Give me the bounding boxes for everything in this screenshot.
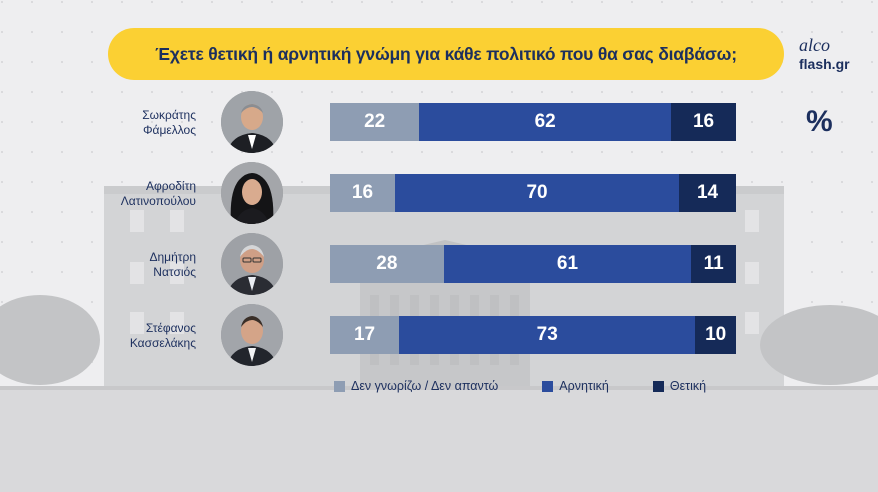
bar-segment-positive: 14: [679, 174, 736, 212]
politician-name: Δημήτρη Νατσιός: [92, 250, 196, 280]
chart-title: Έχετε θετική ή αρνητική γνώμη για κάθε π…: [108, 28, 784, 80]
brand-flash: flash.gr: [799, 56, 850, 72]
name-line-1: Αφροδίτη: [145, 179, 196, 193]
bar-segment-positive: 10: [695, 316, 736, 354]
stacked-bar-row: 17 73 10: [330, 316, 736, 354]
legend-label: Θετική: [669, 379, 707, 393]
stacked-bar-row: 28 61 11: [330, 245, 736, 283]
bar-segment-positive: 11: [691, 245, 736, 283]
politician-photo: [221, 233, 283, 295]
brand-alco: alco: [799, 35, 830, 55]
name-line-2: Λατινοπούλου: [120, 194, 196, 208]
bar-segment-dont-know: 28: [330, 245, 444, 283]
legend-item-dont-know: Δεν γνωρίζω / Δεν απαντώ: [334, 379, 498, 393]
bar-segment-negative: 62: [419, 103, 672, 141]
politician-photo: [221, 91, 283, 153]
legend-label: Αρνητική: [559, 379, 609, 393]
politician-photo: [221, 162, 283, 224]
name-line-1: Σωκράτης: [142, 108, 196, 122]
name-line-2: Νατσιός: [153, 265, 196, 279]
unit-label: %: [806, 105, 833, 138]
name-line-2: Φάμελλος: [142, 123, 196, 137]
legend-swatch: [542, 380, 554, 392]
politician-photo: [221, 304, 283, 366]
politician-name: Στέφανος Κασσελάκης: [92, 321, 196, 351]
bar-segment-negative: 61: [443, 245, 692, 283]
legend-swatch: [334, 380, 345, 392]
stacked-bar-row: 16 70 14: [330, 174, 736, 212]
bar-segment-positive: 16: [671, 103, 736, 141]
bar-segment-negative: 70: [394, 174, 680, 212]
legend-item-negative: Αρνητική: [542, 379, 609, 393]
stacked-bar-row: 22 62 16: [330, 103, 736, 141]
name-line-2: Κασσελάκης: [129, 336, 196, 350]
politician-name: Αφροδίτη Λατινοπούλου: [92, 179, 196, 209]
legend-swatch: [652, 380, 664, 392]
legend-item-positive: Θετική: [652, 379, 707, 393]
bar-segment-dont-know: 17: [330, 316, 400, 354]
alco-flash-logo: alco flash.gr: [799, 36, 850, 74]
legend-label: Δεν γνωρίζω / Δεν απαντώ: [351, 379, 499, 393]
name-line-1: Στέφανος: [145, 321, 196, 335]
chart-legend: Δεν γνωρίζω / Δεν απαντώ Αρνητική Θετική: [334, 379, 706, 393]
bar-segment-dont-know: 22: [330, 103, 420, 141]
bar-segment-negative: 73: [399, 316, 696, 354]
bar-segment-dont-know: 16: [330, 174, 395, 212]
politician-name: Σωκράτης Φάμελλος: [92, 108, 196, 138]
name-line-1: Δημήτρη: [149, 250, 196, 264]
